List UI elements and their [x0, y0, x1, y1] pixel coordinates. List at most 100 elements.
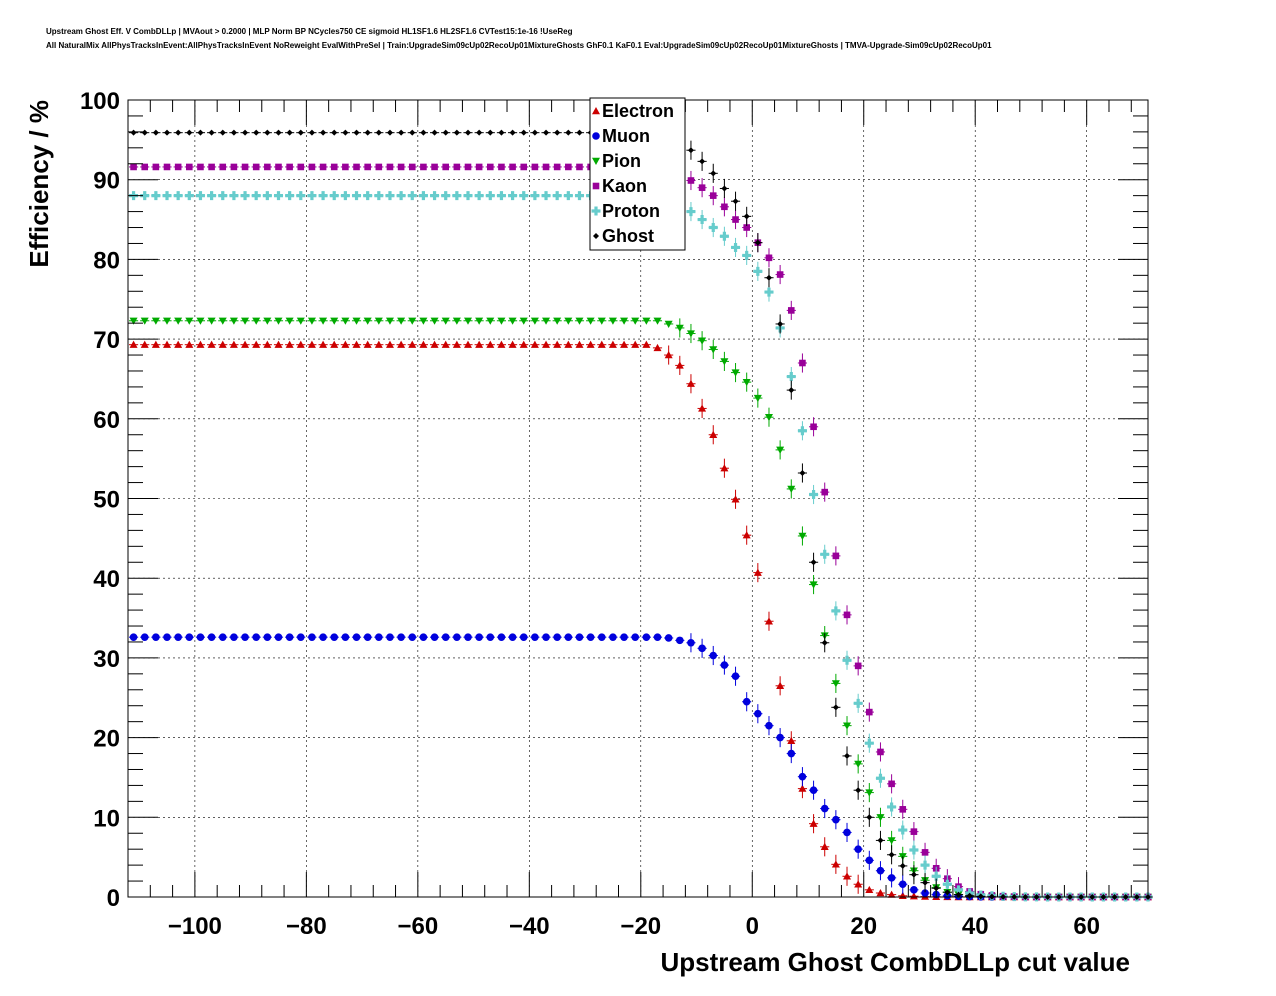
muon-point: [731, 672, 740, 681]
muon-point: [241, 633, 249, 641]
y-tick-label: 40: [93, 566, 120, 593]
pion-point: [653, 317, 662, 325]
y-tick-label: 60: [93, 407, 120, 434]
electron-point: [508, 340, 517, 348]
y-tick-label: 30: [93, 646, 120, 673]
x-tick-label: −40: [509, 913, 550, 940]
kaon-point: [531, 163, 539, 171]
proton-point: [151, 191, 161, 201]
kaon-point: [408, 163, 416, 171]
electron-point: [196, 340, 205, 348]
muon-point: [921, 889, 929, 897]
header-line-2: All NaturalMix AllPhysTracksInEvent:AllP…: [46, 41, 992, 50]
proton-point: [485, 191, 495, 201]
ghost-point: [286, 129, 293, 136]
electron-point: [809, 819, 818, 827]
muon-point: [720, 661, 729, 669]
muon-point: [441, 633, 450, 641]
kaon-point: [163, 163, 171, 171]
kaon-point: [877, 748, 884, 756]
electron-point: [151, 340, 160, 348]
muon-point: [263, 633, 272, 641]
muon-point: [575, 633, 584, 641]
proton-point: [953, 885, 963, 895]
muon-point: [475, 633, 483, 641]
electron-point: [274, 340, 283, 348]
pion-point: [140, 317, 149, 325]
proton-point: [786, 372, 796, 382]
electron-point: [497, 340, 506, 348]
pion-point: [229, 317, 238, 325]
proton-point: [931, 871, 941, 881]
electron-point: [174, 340, 183, 348]
kaon-point: [464, 163, 472, 171]
electron-point: [553, 340, 562, 348]
kaon-point: [252, 163, 260, 171]
kaon-point: [787, 307, 795, 314]
pion-point: [397, 317, 406, 325]
pion-point: [475, 317, 484, 325]
proton-point: [285, 191, 295, 201]
pion-point: [274, 317, 283, 325]
pion-point: [241, 317, 250, 325]
ghost-point: [465, 129, 471, 136]
electron-point: [787, 736, 796, 744]
proton-legend-marker: [591, 206, 601, 216]
kaon-point: [264, 163, 271, 171]
muon-point: [809, 786, 818, 795]
proton-point: [552, 191, 562, 201]
muon-point: [542, 633, 550, 641]
muon-point: [620, 633, 628, 641]
proton-point: [396, 191, 406, 201]
ghost-point: [799, 469, 806, 476]
x-axis-label: Upstream Ghost CombDLLp cut value: [661, 947, 1131, 977]
proton-point: [329, 191, 339, 201]
ghost-point: [765, 274, 772, 281]
x-tick-label: −80: [286, 913, 327, 940]
muon-point: [609, 633, 617, 641]
muon-point: [308, 633, 316, 641]
pion-point: [374, 317, 383, 325]
ghost-point: [944, 889, 951, 896]
muon-point: [386, 633, 394, 641]
kaon-point: [420, 163, 427, 171]
pion-point: [675, 324, 684, 332]
proton-point: [207, 191, 217, 201]
kaon-point: [386, 163, 394, 171]
y-axis-label: Efficiency / %: [24, 100, 54, 268]
ghost-point: [320, 129, 327, 136]
electron-point: [664, 351, 673, 359]
electron-point: [530, 340, 539, 348]
ghost-point: [487, 129, 494, 136]
muon-point: [820, 804, 829, 813]
kaon-point: [208, 163, 215, 171]
proton-point: [352, 191, 362, 201]
pion-point: [207, 317, 216, 325]
ghost-point: [699, 158, 706, 165]
electron-point: [252, 340, 261, 348]
proton-point: [541, 191, 551, 201]
ghost-point: [476, 129, 483, 136]
legend-label-proton: Proton: [602, 201, 660, 221]
pion-point: [720, 358, 729, 366]
ghost-point: [910, 871, 917, 878]
pion-point: [564, 317, 573, 325]
ghost-point: [175, 129, 182, 136]
electron-legend-marker: [592, 107, 600, 115]
kaon-point: [910, 828, 918, 835]
kaon-point: [297, 163, 305, 171]
pion-point: [452, 317, 461, 325]
legend-label-muon: Muon: [602, 126, 650, 146]
electron-point: [263, 340, 272, 348]
kaon-point: [375, 163, 383, 171]
proton-point: [864, 738, 874, 748]
pion-point: [263, 317, 272, 325]
muon-point: [854, 845, 862, 853]
proton-point: [496, 191, 506, 201]
electron-point: [608, 340, 617, 348]
ghost-point: [308, 129, 315, 136]
proton-point: [374, 191, 384, 201]
pion-point: [385, 317, 394, 325]
pion-point: [764, 414, 773, 422]
